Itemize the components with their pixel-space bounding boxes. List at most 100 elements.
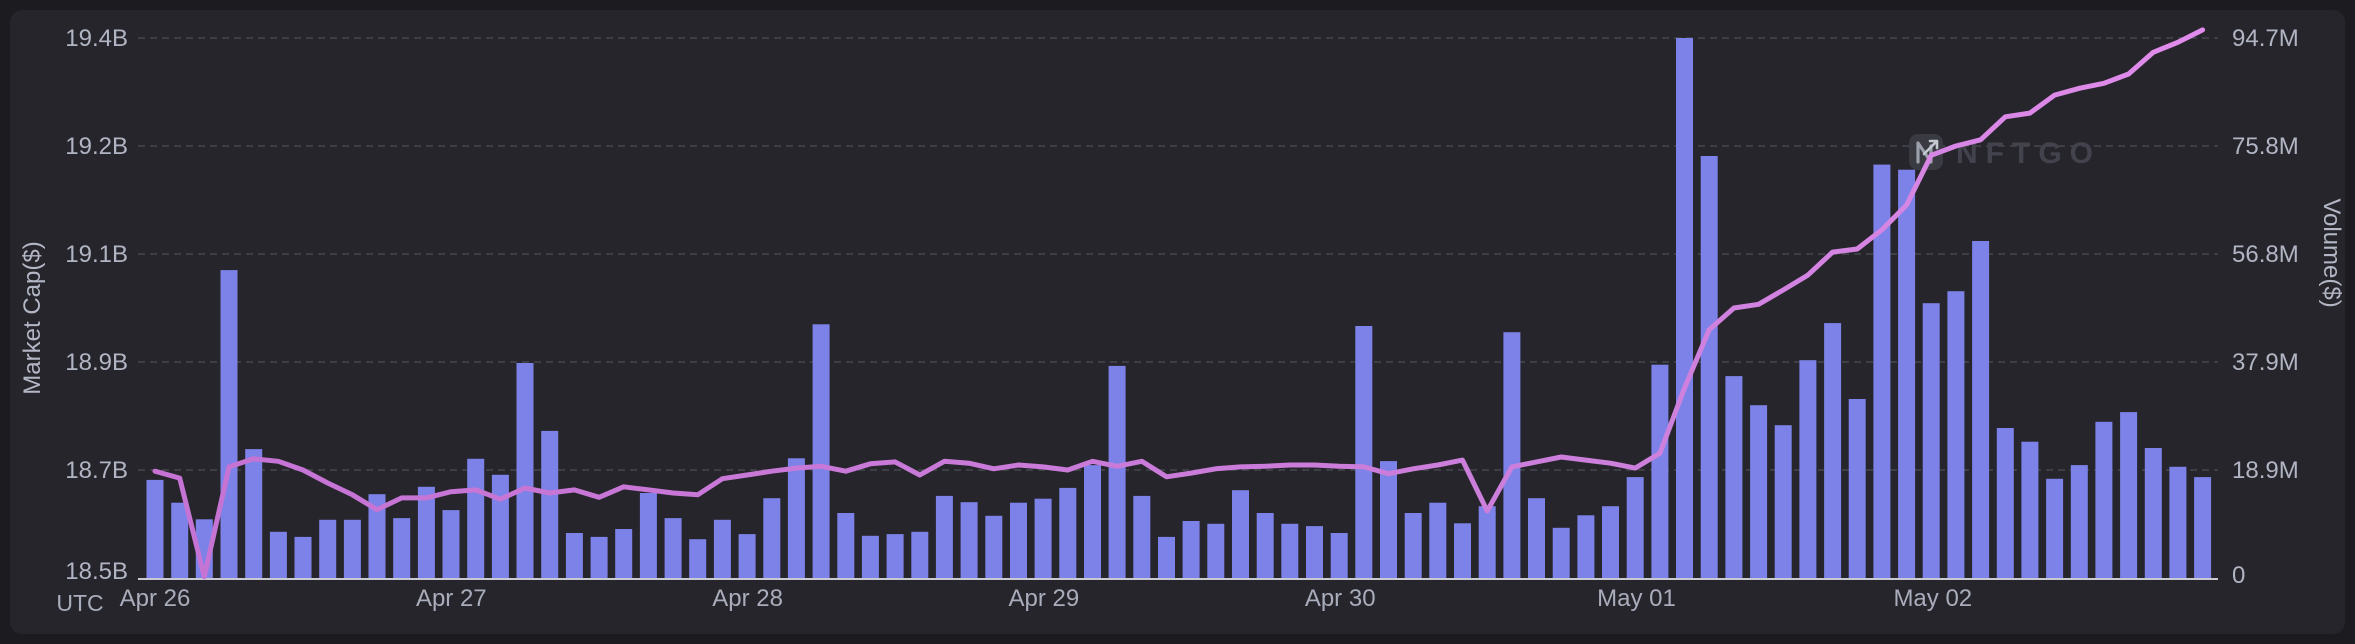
volume-bar[interactable] (935, 495, 953, 578)
volume-bar[interactable] (393, 518, 411, 578)
volume-bar[interactable] (2194, 477, 2212, 578)
volume-bar[interactable] (294, 536, 312, 578)
volume-bar[interactable] (417, 486, 435, 578)
volume-bar[interactable] (1848, 399, 1866, 578)
volume-bar[interactable] (911, 531, 929, 578)
right-axis-tick: 75.8M (2232, 133, 2299, 160)
volume-bar[interactable] (467, 458, 485, 578)
right-axis-tick: 94.7M (2232, 25, 2299, 52)
volume-bar[interactable] (1010, 502, 1027, 578)
volume-bar[interactable] (1306, 526, 1323, 578)
volume-bar[interactable] (220, 270, 238, 578)
volume-bar[interactable] (1799, 360, 1817, 578)
volume-bar[interactable] (2095, 421, 2113, 578)
date-label: Apr 28 (712, 585, 783, 612)
volume-bar[interactable] (713, 519, 731, 578)
volume-bar[interactable] (639, 493, 657, 578)
volume-bars[interactable] (146, 38, 2212, 578)
volume-bar[interactable] (1133, 495, 1151, 578)
volume-bar[interactable] (1947, 291, 1965, 578)
volume-bar[interactable] (1108, 365, 1126, 578)
left-axis-tick: 19.1B (65, 241, 128, 268)
nftgo-logo-arrow-glyph (1922, 139, 1939, 156)
volume-bar[interactable] (787, 458, 805, 578)
volume-bar[interactable] (812, 324, 830, 578)
volume-bar[interactable] (2169, 466, 2187, 578)
volume-bar[interactable] (886, 534, 904, 578)
volume-bar[interactable] (1626, 477, 1644, 578)
volume-bar[interactable] (1898, 169, 1916, 578)
volume-bar[interactable] (985, 515, 1003, 578)
volume-bar[interactable] (1281, 523, 1299, 578)
date-label: Apr 27 (416, 585, 487, 612)
volume-bar[interactable] (1404, 513, 1422, 578)
volume-bar[interactable] (2021, 441, 2039, 578)
axis-tick-labels: 19.4B 19.2B 19.1B 18.9B 18.7B 18.5B 94.7M 75.8M… (65, 25, 2298, 612)
volume-bar[interactable] (1577, 515, 1595, 578)
volume-bar[interactable] (1355, 326, 1373, 578)
volume-bar[interactable] (763, 498, 781, 578)
volume-bar[interactable] (2046, 478, 2064, 578)
volume-bar[interactable] (1034, 498, 1052, 578)
volume-bar[interactable] (491, 474, 509, 578)
date-label: Apr 29 (1009, 585, 1080, 612)
volume-bar[interactable] (516, 363, 534, 578)
volume-bar[interactable] (269, 531, 287, 578)
volume-bar[interactable] (171, 502, 189, 578)
left-axis-tick: 18.5B (65, 558, 128, 585)
volume-bar[interactable] (1750, 405, 1768, 578)
volume-bar[interactable] (343, 519, 361, 578)
volume-bar[interactable] (960, 502, 978, 578)
volume-bar[interactable] (1182, 521, 1200, 578)
left-axis-tick: 18.9B (65, 349, 128, 376)
volume-bar[interactable] (738, 534, 756, 578)
volume-bar[interactable] (1503, 332, 1521, 578)
right-axis-tick: 37.9M (2232, 349, 2299, 376)
volume-bar[interactable] (368, 494, 386, 578)
volume-bar[interactable] (245, 449, 263, 578)
volume-bar[interactable] (1330, 533, 1348, 578)
volume-bar[interactable] (2144, 448, 2162, 578)
volume-bar[interactable] (1084, 465, 1101, 578)
volume-bar[interactable] (442, 510, 460, 578)
volume-bar[interactable] (2120, 412, 2138, 578)
volume-bar[interactable] (565, 533, 583, 578)
volume-bar[interactable] (1725, 376, 1743, 578)
volume-bar[interactable] (1059, 487, 1077, 578)
volume-bar[interactable] (861, 535, 879, 578)
volume-bar[interactable] (1972, 241, 1990, 578)
date-label: Apr 26 (120, 585, 191, 612)
volume-bar[interactable] (1158, 536, 1175, 578)
volume-bar[interactable] (1922, 303, 1940, 578)
volume-bar[interactable] (1478, 506, 1496, 578)
volume-bar[interactable] (590, 536, 608, 578)
volume-bar[interactable] (1996, 428, 2014, 578)
volume-bar[interactable] (2070, 465, 2088, 578)
volume-bar[interactable] (1651, 364, 1669, 578)
volume-bar[interactable] (664, 518, 682, 578)
volume-bar[interactable] (1873, 164, 1891, 578)
volume-bar[interactable] (837, 513, 855, 578)
volume-bar[interactable] (1380, 461, 1397, 578)
volume-bar[interactable] (1700, 156, 1718, 578)
volume-bar[interactable] (1207, 523, 1225, 578)
volume-bar[interactable] (1256, 513, 1274, 578)
market-cap-line[interactable] (152, 27, 2206, 580)
volume-bar[interactable] (1552, 527, 1570, 578)
volume-bar[interactable] (689, 539, 707, 578)
volume-bar[interactable] (319, 519, 337, 578)
right-axis-tick: 18.9M (2232, 457, 2299, 484)
volume-bar[interactable] (1602, 506, 1619, 578)
volume-bar[interactable] (146, 479, 164, 578)
volume-bar[interactable] (1429, 502, 1447, 578)
volume-bar[interactable] (1676, 38, 1693, 578)
volume-bar[interactable] (541, 430, 559, 578)
date-label: Apr 30 (1305, 585, 1376, 612)
right-axis-tick: 0 (2232, 562, 2245, 589)
volume-bar[interactable] (1824, 323, 1842, 578)
volume-bar[interactable] (1454, 523, 1471, 578)
volume-bar[interactable] (1528, 498, 1545, 578)
volume-bar[interactable] (615, 529, 633, 578)
volume-bar[interactable] (1232, 490, 1249, 578)
volume-bar[interactable] (1774, 425, 1792, 578)
